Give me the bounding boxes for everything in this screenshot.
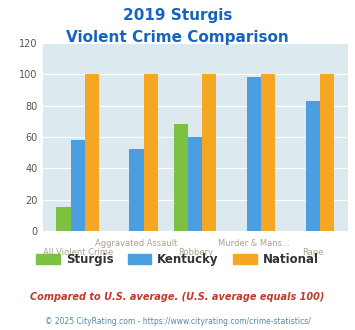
Text: Robbery: Robbery [178, 248, 213, 257]
Text: Murder & Mans...: Murder & Mans... [218, 239, 290, 248]
Bar [261, 74, 275, 231]
Bar [85, 74, 99, 231]
Bar [129, 149, 143, 231]
Text: All Violent Crime: All Violent Crime [43, 248, 113, 257]
Bar [202, 74, 217, 231]
Bar [247, 78, 261, 231]
Bar [174, 124, 188, 231]
Text: Rape: Rape [302, 248, 324, 257]
Text: Compared to U.S. average. (U.S. average equals 100): Compared to U.S. average. (U.S. average … [30, 292, 325, 302]
Bar [71, 140, 85, 231]
Bar [188, 137, 202, 231]
Text: Aggravated Assault: Aggravated Assault [95, 239, 178, 248]
Text: Violent Crime Comparison: Violent Crime Comparison [66, 30, 289, 45]
Text: 2019 Sturgis: 2019 Sturgis [123, 8, 232, 23]
Text: © 2025 CityRating.com - https://www.cityrating.com/crime-statistics/: © 2025 CityRating.com - https://www.city… [45, 317, 310, 326]
Bar [320, 74, 334, 231]
Bar [143, 74, 158, 231]
Legend: Sturgis, Kentucky, National: Sturgis, Kentucky, National [32, 248, 323, 271]
Bar [56, 208, 71, 231]
Bar [306, 101, 320, 231]
